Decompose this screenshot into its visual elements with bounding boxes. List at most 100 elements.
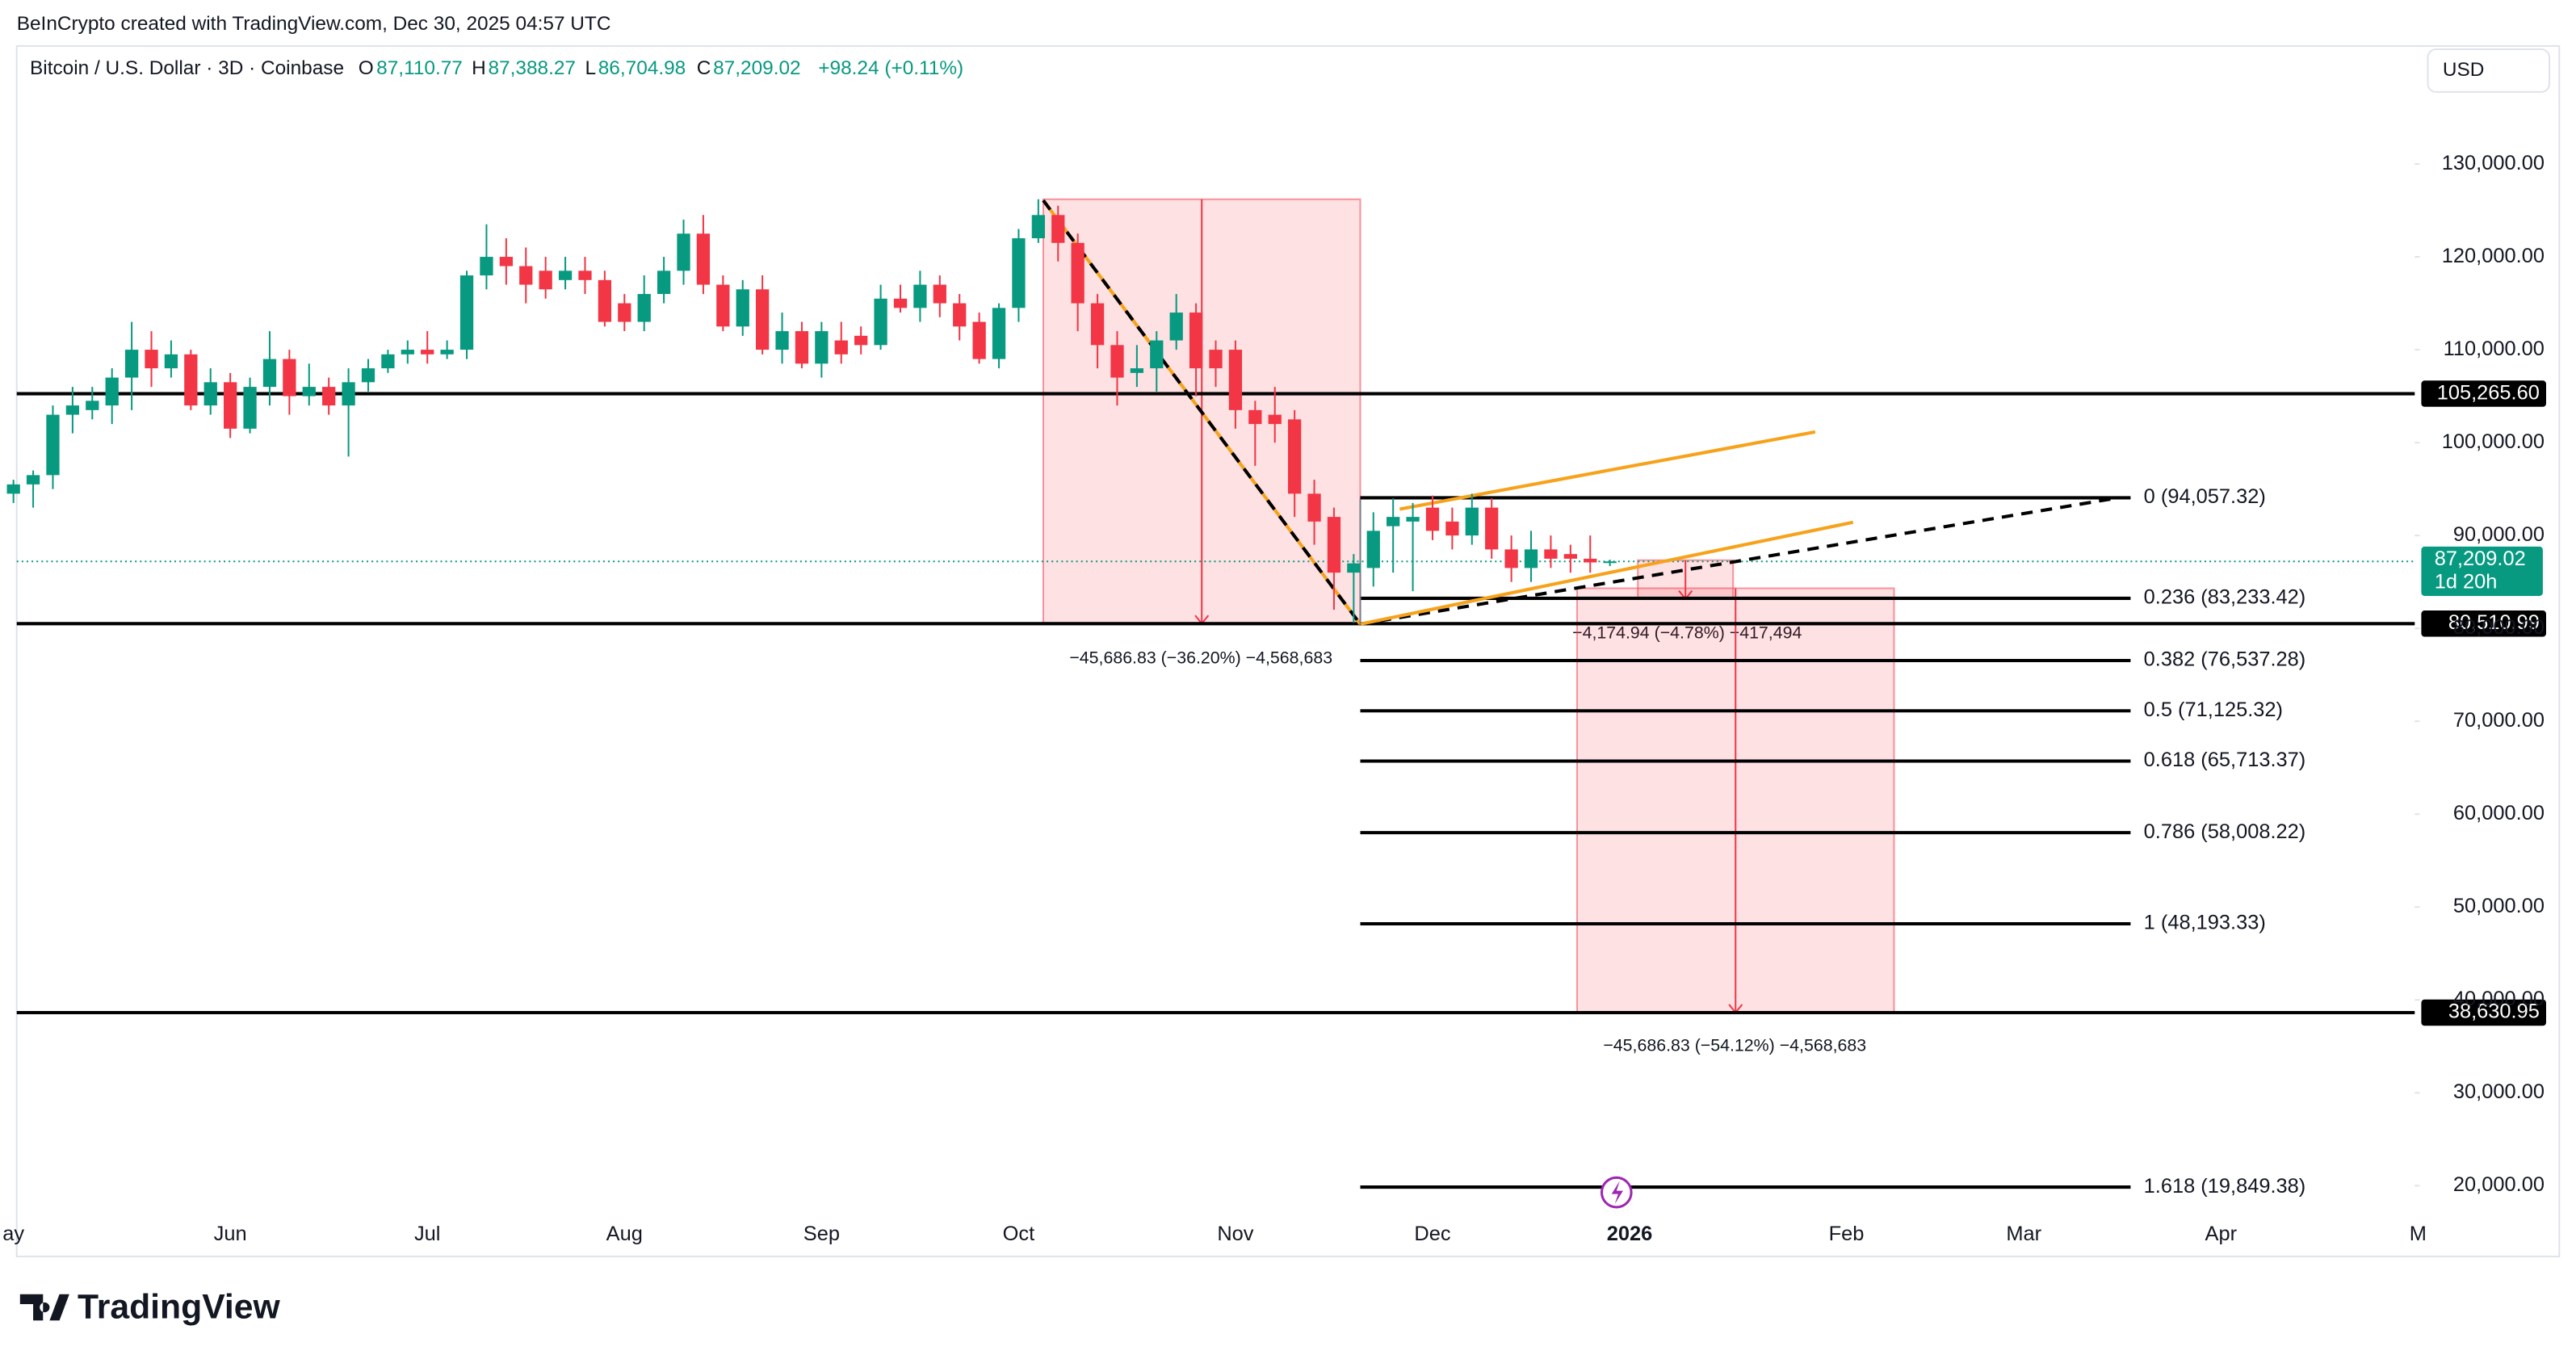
candle-body — [1445, 521, 1459, 536]
currency[interactable]: USD — [2443, 59, 2485, 81]
candle-body — [86, 401, 99, 410]
fib-label: 0.786 (58,008.22) — [2144, 820, 2306, 843]
change: +98.24 (+0.11%) — [818, 57, 963, 79]
currency-button[interactable] — [2427, 48, 2551, 93]
y-tick-label: 50,000.00 — [2453, 895, 2545, 917]
fib-label: 1 (48,193.33) — [2144, 912, 2266, 934]
candle-body — [834, 340, 848, 354]
candle-body — [1327, 517, 1341, 573]
ohlc-value: 87,209.02 — [713, 57, 801, 79]
candle-body — [1071, 242, 1085, 304]
candle-body — [519, 266, 533, 285]
level-tag — [2421, 380, 2546, 407]
ohlc-key: H — [472, 57, 486, 79]
y-tick-label: 70,000.00 — [2453, 709, 2545, 732]
candle-body — [1051, 215, 1065, 243]
drawings — [1042, 199, 2120, 626]
x-tick-label: Mar — [2006, 1223, 2041, 1245]
fib-label: 0.5 (71,125.32) — [2144, 698, 2283, 721]
ohlc-key: C — [697, 57, 711, 79]
x-tick-label: Jun — [214, 1223, 247, 1245]
fib-label: 0.382 (76,537.28) — [2144, 648, 2306, 671]
measure-label: −4,174.94 (−4.78%) −417,494 — [1572, 623, 1802, 643]
candle-body — [913, 284, 927, 308]
candle-body — [440, 350, 454, 354]
candle-body — [933, 284, 946, 304]
candle-body — [1485, 507, 1499, 550]
candle-body — [105, 377, 119, 406]
candle-body — [953, 303, 967, 327]
candle-body — [283, 359, 296, 396]
logo-mark — [19, 1294, 69, 1321]
y-tick-label: 90,000.00 — [2453, 523, 2545, 546]
axes: 20,000.00 30,000.00 40,000.00 50,000.00 60,0… — [2, 152, 2545, 1245]
logo-text: TradingView — [78, 1287, 281, 1326]
y-tick-label: 60,000.00 — [2453, 802, 2545, 824]
x-tick-label: Sep — [803, 1223, 840, 1245]
ohlc-value: 87,388.27 — [488, 57, 576, 79]
candle-body — [756, 289, 770, 350]
ohlc-legend: O 87,110.77 H 87,388.27 L 86,704.98 C 87… — [359, 57, 963, 79]
candle-body — [361, 368, 375, 383]
candle-body — [972, 321, 986, 359]
candle-body — [578, 271, 592, 280]
candle-body — [1504, 549, 1518, 568]
candle-body — [1031, 215, 1045, 239]
ohlc-key: O — [359, 57, 374, 79]
candle-body — [26, 475, 40, 485]
candle-body — [1268, 414, 1282, 425]
symbol: Bitcoin / U.S. Dollar · 3D · Coinbase — [30, 57, 344, 79]
logo: TradingView — [19, 1287, 281, 1326]
fib-label: 0.618 (65,713.37) — [2144, 749, 2306, 771]
candle-body — [124, 350, 139, 378]
x-tick-label: Apr — [2205, 1223, 2238, 1245]
candle-body — [854, 335, 868, 346]
candle-body — [1563, 554, 1577, 559]
candle-body — [302, 387, 316, 396]
candle-body — [1012, 238, 1026, 308]
x-tick-label: Feb — [1829, 1223, 1865, 1245]
candle-body — [657, 271, 671, 295]
candle-body — [637, 294, 651, 322]
candle-body — [1209, 350, 1223, 369]
y-tick-label: 130,000.00 — [2442, 152, 2545, 174]
countdown: 1d 20h — [2435, 570, 2498, 593]
fib-label: 1.618 (19,849.38) — [2144, 1175, 2306, 1198]
last-price-label: 87,209.02 — [2435, 547, 2526, 570]
levels: 105,265.60 80,510.99 38,630.95 0 (94,057.32… — [16, 380, 2546, 1198]
x-tick-label: 2026 — [1607, 1223, 1653, 1245]
ohlc-value: 86,704.98 — [598, 57, 686, 79]
candle-body — [558, 271, 573, 280]
candle-body — [696, 233, 711, 285]
candle-body — [46, 414, 60, 476]
candle-body — [1288, 419, 1302, 494]
candle-body — [992, 308, 1006, 359]
credit: BeInCrypto created with TradingView.com,… — [17, 13, 611, 35]
candle-body — [1603, 561, 1617, 564]
candle-body — [6, 484, 20, 494]
level-label: 80,510.99 — [2448, 611, 2540, 634]
level-tag — [2421, 610, 2546, 637]
y-tick-label: 30,000.00 — [2453, 1080, 2545, 1103]
level-label: 38,630.95 — [2448, 1001, 2540, 1023]
candle-body — [893, 298, 908, 308]
candle-body — [421, 350, 434, 354]
y-tick-label: 120,000.00 — [2442, 245, 2545, 267]
candle-body — [1307, 493, 1321, 522]
candle-body — [1169, 313, 1183, 341]
level-label: 105,265.60 — [2437, 381, 2540, 404]
level-tag — [2421, 999, 2546, 1026]
candle-body — [203, 382, 217, 406]
event-icon — [1600, 1176, 1633, 1209]
candle-body — [224, 382, 237, 429]
candle-body — [1366, 531, 1380, 568]
candle-body — [1228, 350, 1243, 410]
x-tick-label: Aug — [606, 1223, 643, 1245]
channel-line — [1399, 430, 1816, 511]
candle-body — [1524, 549, 1538, 568]
x-tick-label: ay — [2, 1223, 24, 1245]
x-tick-label: Jul — [414, 1223, 440, 1245]
